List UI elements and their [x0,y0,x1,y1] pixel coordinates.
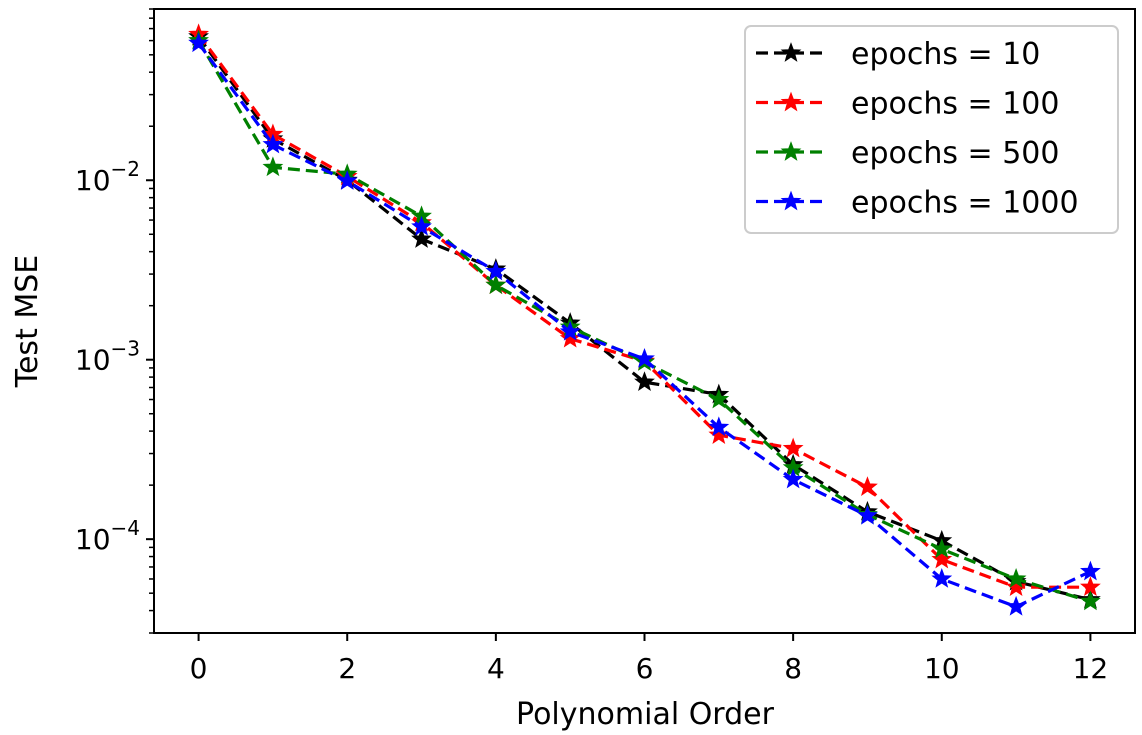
x-tick-label: 2 [338,652,356,685]
legend-label: epochs = 100 [851,87,1059,122]
data-point [262,156,284,177]
series-layer [188,23,1101,616]
data-point [782,468,804,489]
legend-entry: epochs = 10 [756,37,1040,72]
y-axis-ticks: 10−2 10−3 10−4 [75,157,154,556]
x-tick-label: 8 [784,652,802,685]
data-point [485,260,507,281]
data-point [857,504,878,525]
legend-marker [780,141,802,161]
data-point [782,437,804,458]
x-axis-ticks: 0 2 4 6 8 10 12 [190,633,1109,685]
y-tick-label: 10−2 [75,157,140,197]
legend-marker [780,42,802,62]
data-point [559,327,581,348]
data-point [262,133,284,154]
legend: epochs = 10 epochs = 100 epochs = 500 epoch… [744,25,1119,234]
data-point [188,32,209,53]
data-point [559,320,581,341]
data-point [411,228,432,248]
data-point [708,388,730,409]
y-tick-label: 10−4 [75,516,140,556]
data-point [1005,576,1027,597]
data-point [1005,595,1027,616]
x-tick-label: 6 [636,652,654,685]
legend-label: epochs = 1000 [851,186,1079,221]
legend-label: epochs = 10 [851,37,1040,72]
legend-entry: epochs = 500 [756,136,1059,171]
data-point [1080,590,1101,611]
y-axis-label: Test MSE [10,255,45,389]
data-point [634,348,655,368]
y-tick-label: 10−3 [75,337,140,377]
data-point [931,548,953,569]
legend-entry: epochs = 100 [756,87,1059,122]
data-point [857,476,878,496]
series-3 [188,32,1101,616]
legend-marker [780,91,802,112]
x-tick-label: 4 [487,652,505,685]
data-point [411,215,432,236]
legend-frame [744,25,1119,234]
data-point [336,170,358,190]
data-point [1005,568,1027,588]
x-tick-label: 10 [924,652,960,685]
data-point [931,538,953,558]
legend-entry: epochs = 1000 [756,186,1079,221]
data-point [634,371,655,391]
data-point [1080,560,1101,581]
x-tick-label: 0 [190,652,208,685]
x-tick-label: 12 [1073,652,1109,685]
legend-label: epochs = 500 [851,136,1059,171]
data-point [931,568,953,588]
legend-marker [780,190,802,211]
x-axis-label: Polynomial Order [516,697,775,732]
y-minor-ticks [149,8,154,634]
data-point [485,274,507,295]
data-point [708,416,730,437]
